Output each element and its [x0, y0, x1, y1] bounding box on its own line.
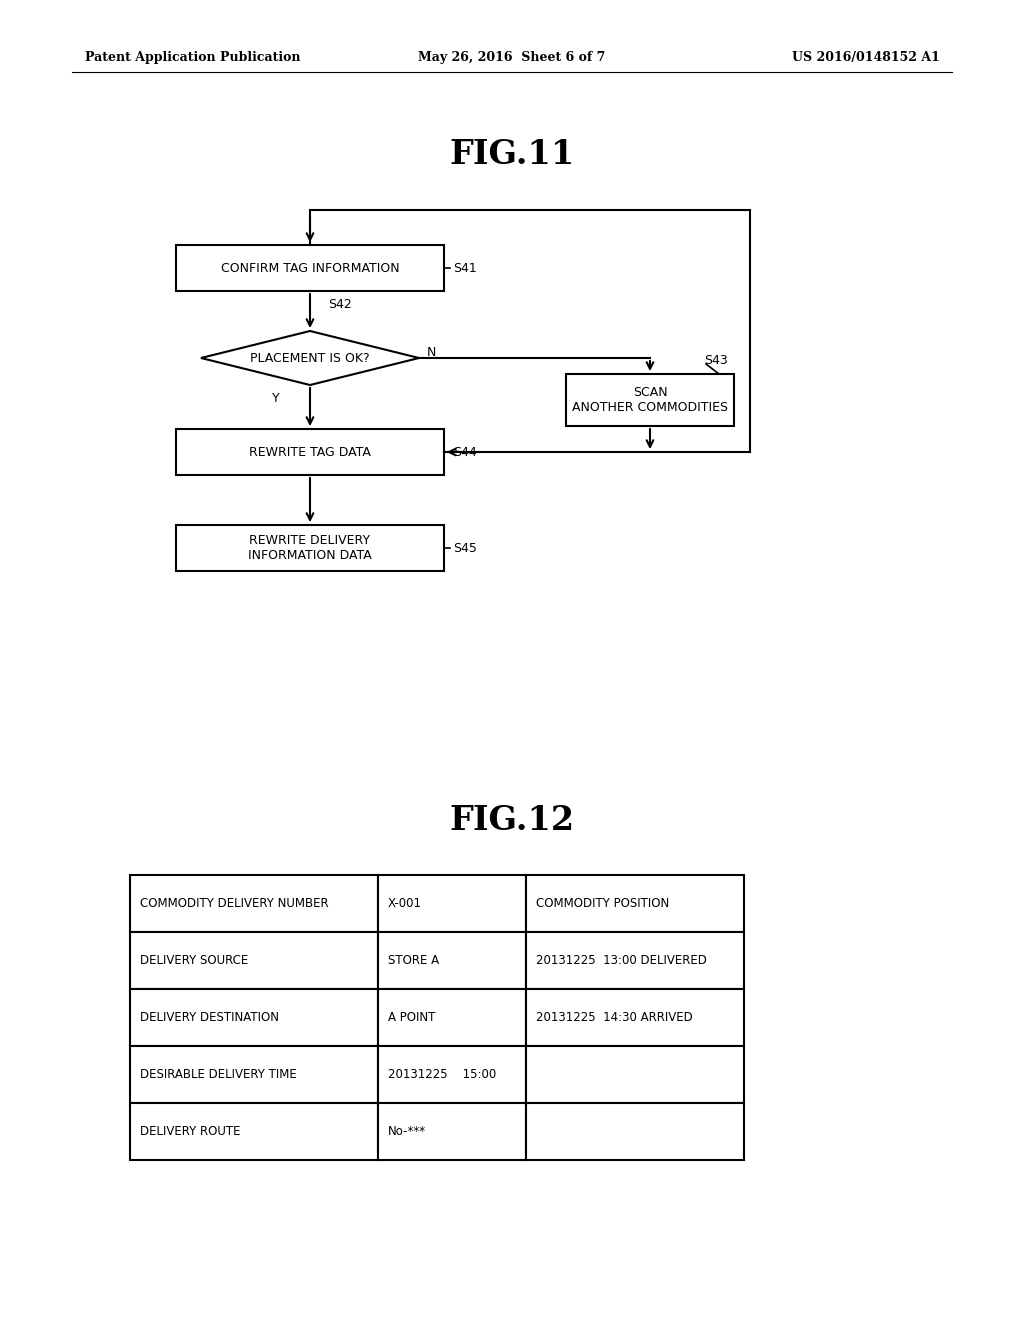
Bar [130, 1045, 378, 1104]
Text: REWRITE TAG DATA: REWRITE TAG DATA [249, 446, 371, 458]
Text: X-001: X-001 [388, 898, 422, 909]
Text: FIG.12: FIG.12 [450, 804, 574, 837]
Text: COMMODITY DELIVERY NUMBER: COMMODITY DELIVERY NUMBER [140, 898, 329, 909]
Text: S41: S41 [453, 261, 477, 275]
Bar [566, 374, 734, 426]
Text: DELIVERY SOURCE: DELIVERY SOURCE [140, 954, 248, 968]
Text: REWRITE DELIVERY
INFORMATION DATA: REWRITE DELIVERY INFORMATION DATA [248, 535, 372, 562]
Text: Y: Y [272, 392, 280, 405]
Bar [130, 1104, 378, 1160]
Bar [526, 932, 744, 989]
Text: No-***: No-*** [388, 1125, 426, 1138]
Text: FIG.11: FIG.11 [450, 139, 574, 172]
Text: 20131225    15:00: 20131225 15:00 [388, 1068, 497, 1081]
Text: N: N [427, 346, 436, 359]
Bar [378, 932, 526, 989]
Text: COMMODITY POSITION: COMMODITY POSITION [536, 898, 670, 909]
Text: 20131225  13:00 DELIVERED: 20131225 13:00 DELIVERED [536, 954, 707, 968]
Text: Patent Application Publication: Patent Application Publication [85, 51, 300, 65]
Bar [176, 246, 444, 290]
Text: US 2016/0148152 A1: US 2016/0148152 A1 [793, 51, 940, 65]
Bar [378, 989, 526, 1045]
Bar [176, 429, 444, 475]
Text: STORE A: STORE A [388, 954, 439, 968]
Text: S45: S45 [453, 541, 477, 554]
Text: May 26, 2016  Sheet 6 of 7: May 26, 2016 Sheet 6 of 7 [419, 51, 605, 65]
Bar [378, 875, 526, 932]
Text: A POINT: A POINT [388, 1011, 435, 1024]
Bar [526, 989, 744, 1045]
Text: CONFIRM TAG INFORMATION: CONFIRM TAG INFORMATION [221, 261, 399, 275]
Text: PLACEMENT IS OK?: PLACEMENT IS OK? [250, 351, 370, 364]
Text: DELIVERY ROUTE: DELIVERY ROUTE [140, 1125, 241, 1138]
Bar [130, 875, 378, 932]
Bar [526, 1045, 744, 1104]
Text: DELIVERY DESTINATION: DELIVERY DESTINATION [140, 1011, 279, 1024]
Bar [130, 932, 378, 989]
Text: S42: S42 [328, 298, 352, 312]
Bar [526, 1104, 744, 1160]
Bar [176, 525, 444, 572]
Text: SCAN
ANOTHER COMMODITIES: SCAN ANOTHER COMMODITIES [572, 385, 728, 414]
Text: DESIRABLE DELIVERY TIME: DESIRABLE DELIVERY TIME [140, 1068, 297, 1081]
Bar [130, 989, 378, 1045]
Bar [378, 1104, 526, 1160]
Text: S43: S43 [705, 354, 728, 367]
Text: S44: S44 [453, 446, 477, 458]
Polygon shape [201, 331, 419, 385]
Bar [526, 875, 744, 932]
Text: 20131225  14:30 ARRIVED: 20131225 14:30 ARRIVED [536, 1011, 693, 1024]
Bar [378, 1045, 526, 1104]
